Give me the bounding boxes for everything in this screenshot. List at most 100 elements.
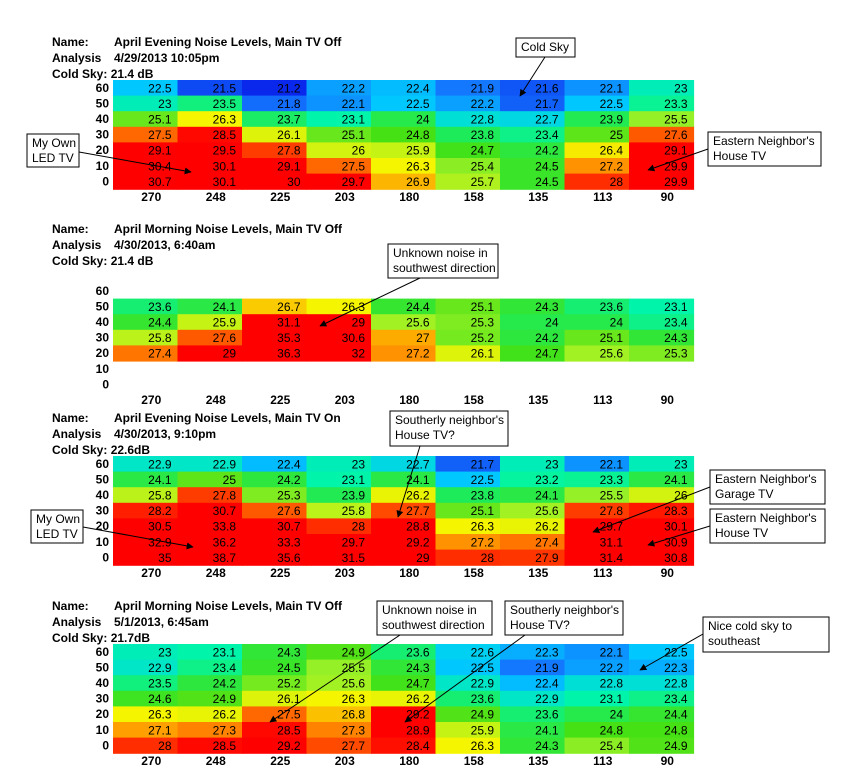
cell-value-label: 25.6 [406, 316, 430, 330]
x-tick-label: 225 [270, 393, 290, 407]
cell-value-label: 26.3 [471, 739, 495, 753]
x-tick-label: 158 [464, 393, 484, 407]
cell-value-label: 27 [416, 331, 430, 345]
heatmap-cell [435, 471, 501, 488]
heatmap-cell [564, 675, 630, 692]
heatmap-cell [306, 675, 372, 692]
cell-value-label: 22.4 [406, 81, 430, 95]
cell-value-label: 29 [416, 551, 430, 565]
x-tick-label: 180 [399, 393, 419, 407]
heatmap-cell [113, 722, 179, 739]
heatmap-cell [500, 298, 566, 315]
cell-value-label: 21.2 [277, 81, 301, 95]
x-tick-label: 135 [528, 754, 548, 768]
cell-value-label: 23 [545, 457, 559, 471]
cell-value-label: 25 [223, 473, 237, 487]
heatmap-cell [177, 675, 243, 692]
heatmap-cell [435, 518, 501, 535]
cell-value-label: 36.3 [277, 347, 301, 361]
cell-value-label: 24.9 [213, 692, 237, 706]
heatmap-cell [371, 659, 437, 676]
heatmap-cell [113, 534, 179, 551]
heatmap-cell [564, 314, 630, 331]
cell-value-label: 22.5 [471, 473, 495, 487]
heatmap-cell [242, 690, 308, 707]
cell-value-label: 31.4 [600, 551, 624, 565]
cell-value-label: 31.1 [277, 316, 301, 330]
cell-value-label: 25.1 [148, 113, 172, 127]
analysis-key: Analysis [52, 51, 102, 65]
heatmap-cell [564, 487, 630, 504]
x-tick-label: 90 [661, 754, 675, 768]
heatmap-cell [629, 518, 695, 535]
heatmap-cell [113, 95, 179, 112]
heatmap-cell [435, 487, 501, 504]
cell-value-label: 25.6 [535, 504, 559, 518]
annotation-text: Cold Sky [521, 40, 569, 54]
annotation-arrow [319, 277, 421, 327]
heatmap-cell [306, 456, 372, 473]
heatmap-cell [306, 329, 372, 346]
heatmap-cell [435, 659, 501, 676]
cell-value-label: 29.1 [277, 159, 301, 173]
heatmap-cell [306, 142, 372, 159]
heatmap-cell [629, 502, 695, 519]
heatmap-cell [629, 549, 695, 566]
cell-value-label: 25.1 [471, 504, 495, 518]
heatmap-cell [306, 298, 372, 315]
cell-value-label: 25.1 [471, 300, 495, 314]
cell-value-label: 23.8 [471, 489, 495, 503]
x-tick-label: 113 [593, 754, 613, 768]
heatmap-cell [177, 456, 243, 473]
heatmap-cell [500, 345, 566, 362]
annotation-arrow [647, 525, 711, 547]
heatmap-cell [177, 502, 243, 519]
x-tick-label: 90 [661, 566, 675, 580]
cell-value-label: 26.7 [277, 300, 301, 314]
cell-value-label: 27.3 [342, 723, 366, 737]
y-tick-label: 60 [96, 645, 110, 659]
cell-value-label: 30.7 [277, 520, 301, 534]
heatmap-cell [564, 80, 630, 97]
cell-value-label: 25.9 [471, 723, 495, 737]
heatmap-cell [564, 502, 630, 519]
cell-value-label: 22.5 [664, 645, 688, 659]
cell-value-label: 24 [545, 316, 559, 330]
heatmap-cell [500, 706, 566, 723]
cell-value-label: 25.4 [600, 739, 624, 753]
cell-value-label: 25.1 [342, 128, 366, 142]
annotation-box [702, 616, 830, 653]
cell-value-label: 23.6 [471, 692, 495, 706]
heatmap-cell [306, 549, 372, 566]
cell-value-label: 27.4 [148, 347, 172, 361]
cell-value-label: 30.1 [213, 175, 237, 189]
cell-value-label: 29.2 [406, 535, 430, 549]
heatmap-cell [371, 518, 437, 535]
heatmap-cell [564, 644, 630, 661]
cell-value-label: 28.5 [277, 723, 301, 737]
x-tick-label: 203 [335, 393, 355, 407]
x-tick-label: 135 [528, 190, 548, 204]
cell-value-label: 24.1 [148, 473, 172, 487]
heatmap-cell [306, 706, 372, 723]
cell-value-label: 27.2 [406, 347, 430, 361]
cell-value-label: 36.2 [213, 535, 237, 549]
heatmap-cell [242, 487, 308, 504]
heatmap-cell [306, 502, 372, 519]
cell-value-label: 27.2 [600, 159, 624, 173]
heatmap-cell [371, 95, 437, 112]
cell-value-label: 27.4 [535, 535, 559, 549]
annotation-arrow [647, 148, 709, 172]
cell-value-label: 25.8 [342, 504, 366, 518]
heatmap-cell [500, 142, 566, 159]
heatmap-cell [306, 690, 372, 707]
heatmap-cell [177, 518, 243, 535]
cell-value-label: 32 [352, 347, 366, 361]
heatmap-cell [500, 737, 566, 754]
x-tick-label: 203 [335, 190, 355, 204]
heatmap-cell [306, 173, 372, 190]
cold-sky-key: Cold Sky: [52, 254, 108, 268]
cell-value-label: 22.9 [148, 661, 172, 675]
heatmap-cell [306, 95, 372, 112]
cell-value-label: 21.7 [471, 457, 495, 471]
